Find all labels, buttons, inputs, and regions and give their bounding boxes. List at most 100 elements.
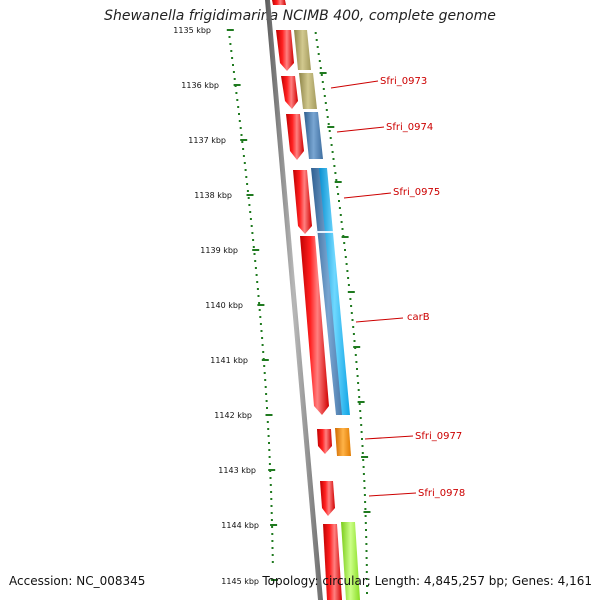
scale-major-tick xyxy=(246,194,254,196)
scale-dot xyxy=(269,484,272,486)
outer-scale-dot xyxy=(346,270,349,272)
outer-scale-dot xyxy=(364,508,367,510)
gene-label-sfri-0973[interactable]: Sfri_0973 xyxy=(380,76,427,87)
outer-scale-dot xyxy=(328,130,331,132)
gene-label-leader xyxy=(364,435,414,440)
scale-label-1144: 1144 kbp xyxy=(221,521,259,530)
outer-scale-dot xyxy=(333,165,336,167)
outer-scale-ticks xyxy=(314,32,371,594)
forward-strand-genes xyxy=(272,0,342,600)
scale-dot xyxy=(242,148,245,150)
outer-scale-dot xyxy=(365,543,368,545)
scale-dot xyxy=(250,225,253,227)
outer-scale-dot xyxy=(320,74,323,76)
scale-dot xyxy=(262,351,265,353)
outer-scale-dot xyxy=(325,109,328,111)
scale-label-1135: 1135 kbp xyxy=(173,26,211,35)
feature-block-cyan[interactable] xyxy=(319,168,350,415)
feature-block-lime[interactable] xyxy=(341,522,360,600)
outer-scale-dot xyxy=(344,249,346,251)
scale-dot xyxy=(254,267,257,269)
outer-scale-dot xyxy=(338,200,340,202)
scale-dot xyxy=(268,463,271,465)
feature-block-orange[interactable] xyxy=(335,428,351,456)
gene-arrow-forward[interactable] xyxy=(293,170,312,234)
scale-dot xyxy=(253,253,256,255)
outer-scale-dot xyxy=(324,102,327,104)
outer-scale-dot xyxy=(363,487,366,489)
scale-label-1142: 1142 kbp xyxy=(214,411,252,420)
outer-scale-dot xyxy=(362,466,365,468)
scale-dot xyxy=(245,176,248,178)
scale-dot xyxy=(247,197,250,199)
outer-scale-dot xyxy=(363,494,366,496)
scale-dot xyxy=(232,64,234,66)
scale-major-tick xyxy=(252,249,260,251)
gene-label-sfri-0974[interactable]: Sfri_0974 xyxy=(386,122,433,133)
scale-label-1139: 1139 kbp xyxy=(200,246,238,255)
gene-arrow-forward[interactable] xyxy=(286,114,304,160)
scale-dot xyxy=(244,169,247,171)
outer-scale-dot xyxy=(339,214,342,216)
outer-scale-dot xyxy=(351,319,354,321)
gene-arrow-forward[interactable] xyxy=(323,524,342,600)
scale-major-tick xyxy=(270,579,278,581)
scale-dot xyxy=(239,127,242,129)
scale-dot xyxy=(257,295,260,297)
gene-arrow-forward[interactable] xyxy=(300,236,329,415)
scale-dot xyxy=(268,449,271,451)
gene-arrow-forward[interactable] xyxy=(276,30,294,71)
scale-dot xyxy=(270,498,273,500)
scale-dot xyxy=(261,337,264,339)
scale-dot xyxy=(271,526,274,528)
feature-block-khaki[interactable] xyxy=(294,30,311,70)
scale-dot xyxy=(263,365,266,367)
gene-label-sfri-0975[interactable]: Sfri_0975 xyxy=(393,187,440,198)
scale-dot xyxy=(246,183,249,185)
scale-labels: 1135 kbp 1136 kbp 1137 kbp 1138 kbp 1139… xyxy=(173,26,259,586)
outer-scale-dot xyxy=(352,326,355,328)
outer-scale-dot xyxy=(349,298,352,300)
scale-dot xyxy=(256,288,259,290)
feature-blocks xyxy=(294,30,360,600)
scale-dot xyxy=(265,400,268,402)
outer-scale-dot xyxy=(347,277,350,279)
gene-label-sfri-0978[interactable]: Sfri_0978 xyxy=(418,488,465,499)
scale-dot xyxy=(232,71,235,73)
outer-scale-dot xyxy=(329,137,332,139)
gene-label-carb[interactable]: carB xyxy=(407,312,430,323)
gene-arrow-forward[interactable] xyxy=(272,0,286,5)
scale-major-tick xyxy=(268,469,276,471)
outer-scale-dot xyxy=(331,151,334,153)
outer-scale-dot xyxy=(362,473,365,475)
outer-major-tick xyxy=(327,126,335,128)
gene-label-leader xyxy=(355,317,404,323)
scale-dot xyxy=(229,43,232,45)
scale-label-1140: 1140 kbp xyxy=(205,301,243,310)
scale-dot xyxy=(271,547,274,549)
scale-dot xyxy=(261,344,264,346)
outer-major-tick xyxy=(353,346,361,348)
outer-scale-dot xyxy=(338,207,341,209)
gene-arrow-forward[interactable] xyxy=(320,481,335,516)
outer-scale-dot xyxy=(365,536,368,538)
scale-label-1136: 1136 kbp xyxy=(181,81,219,90)
outer-scale-dot xyxy=(366,585,368,587)
outer-scale-dot xyxy=(360,424,363,426)
scale-label-1141: 1141 kbp xyxy=(210,356,248,365)
feature-block-steelblue[interactable] xyxy=(304,112,323,159)
scale-dot xyxy=(251,232,254,234)
gene-label-sfri-0977[interactable]: Sfri_0977 xyxy=(415,431,462,442)
outer-scale-dot xyxy=(315,39,318,41)
scale-dot xyxy=(249,218,252,220)
scale-ticks xyxy=(226,29,278,581)
gene-label-leader xyxy=(368,492,417,497)
outer-scale-dot xyxy=(357,389,360,391)
gene-arrow-forward[interactable] xyxy=(281,76,298,109)
outer-major-tick xyxy=(363,511,371,513)
gene-arrow-forward[interactable] xyxy=(317,429,332,454)
scale-dot xyxy=(266,421,269,423)
scale-dot xyxy=(254,260,257,262)
feature-block-khaki[interactable] xyxy=(299,73,317,109)
